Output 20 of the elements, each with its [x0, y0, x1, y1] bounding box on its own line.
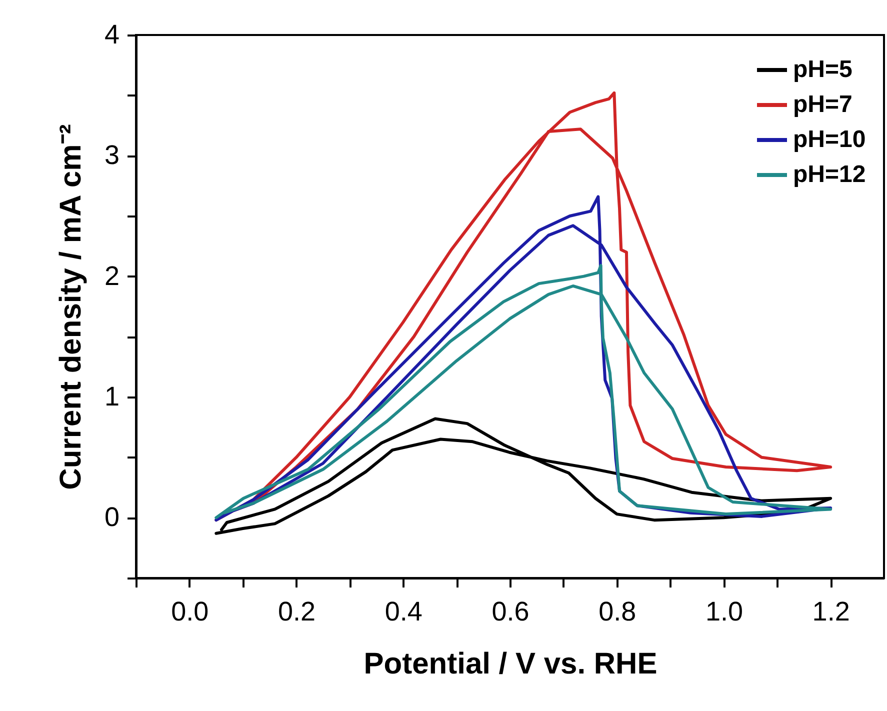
y-tick-label: 3 — [104, 140, 120, 170]
x-axis-title: Potential / V vs. RHE — [364, 648, 658, 680]
x-tick-label: 0.8 — [598, 596, 636, 626]
x-tick-label: 0.0 — [171, 596, 209, 626]
legend-label: pH=5 — [793, 56, 852, 83]
legend-label: pH=7 — [793, 91, 852, 118]
line-series — [214, 264, 832, 520]
y-tick-label: 1 — [104, 382, 120, 412]
x-tick-label: 0.4 — [384, 596, 422, 626]
legend-label: pH=12 — [793, 161, 866, 188]
x-tick-label: 1.2 — [812, 596, 850, 626]
x-tick-label: 0.6 — [492, 596, 530, 626]
x-tick-label: 1.0 — [705, 596, 743, 626]
x-tick-label: 0.2 — [278, 596, 316, 626]
y-tick-label: 2 — [104, 260, 120, 291]
line-series — [214, 417, 832, 535]
y-tick-label: 4 — [104, 20, 120, 50]
y-axis-title: Current density / mA cm⁻² — [54, 124, 88, 490]
legend-label: pH=10 — [793, 126, 866, 153]
y-tick-label: 0 — [104, 502, 120, 532]
